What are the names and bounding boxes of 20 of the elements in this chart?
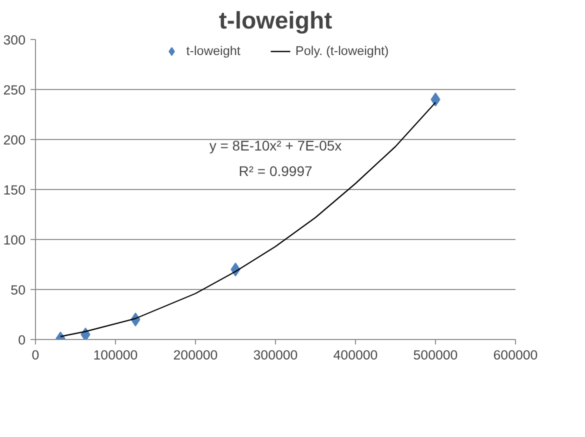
x-tick-label: 0 [32,348,40,362]
y-tick-label: 50 [10,282,26,298]
x-tick-label: 200000 [173,348,218,362]
y-tick-label: 250 [3,82,26,98]
y-tick-label: 0 [18,332,26,348]
annotation: y = 8E-10x² + 7E-05x [209,138,342,154]
legend-label: t-loweight [186,44,240,58]
legend-label: Poly. (t-loweight) [295,44,389,58]
x-tick-label: 500000 [413,348,458,362]
y-tick-label: 200 [3,132,26,148]
point [430,92,440,106]
x-tick-label: 300000 [253,348,298,362]
y-tick-label: 150 [3,182,26,198]
x-tick-label: 600000 [493,348,538,362]
y-tick-label: 300 [3,32,26,48]
x-tick-label: 100000 [93,348,138,362]
y-tick-label: 100 [3,232,26,248]
annotation: R² = 0.9997 [238,163,312,179]
chart-title: t-loweight [218,8,332,34]
x-tick-label: 400000 [333,348,378,362]
